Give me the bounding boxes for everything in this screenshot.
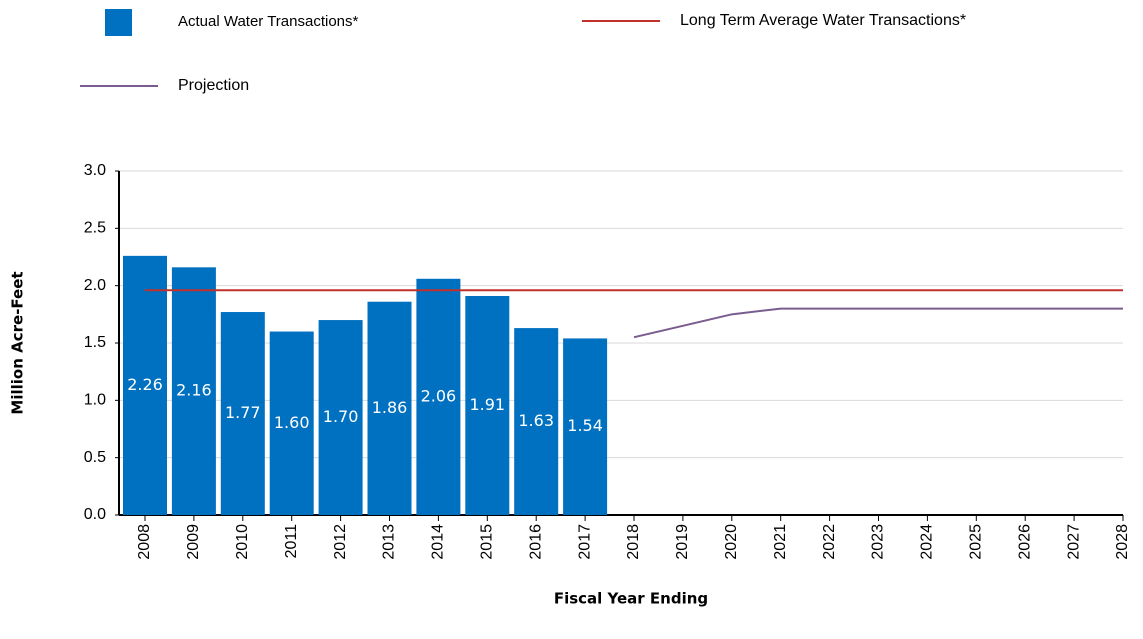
x-tick-label: 2024 xyxy=(919,524,936,560)
bar xyxy=(269,331,314,515)
y-tick-label: 1.0 xyxy=(84,392,106,409)
x-tick-label: 2027 xyxy=(1065,524,1082,560)
legend-label: Projection xyxy=(178,77,249,94)
line xyxy=(633,307,1123,339)
x-tick-label: 2018 xyxy=(625,524,642,560)
value-label: 2.26 xyxy=(127,375,163,394)
value-label: 1.54 xyxy=(567,416,603,435)
value-label: 1.86 xyxy=(372,398,408,417)
x-tick-label: 2012 xyxy=(332,524,349,560)
bar xyxy=(367,301,412,515)
value-label: 2.06 xyxy=(421,386,457,405)
value-label: 2.16 xyxy=(176,381,212,400)
x-axis-title: Fiscal Year Ending xyxy=(554,590,708,608)
x-tick-label: 2023 xyxy=(870,524,887,560)
y-tick-label: 3.0 xyxy=(84,162,106,179)
x-tick-label: 2017 xyxy=(576,524,593,560)
value-label: 1.63 xyxy=(518,411,554,430)
x-tick-label: 2016 xyxy=(527,524,544,560)
x-tick-label: 2025 xyxy=(968,524,985,560)
value-label: 1.70 xyxy=(323,407,359,426)
x-tick-label: 2009 xyxy=(185,524,202,560)
bar xyxy=(514,328,559,515)
x-tick-label: 2011 xyxy=(283,524,300,559)
bar xyxy=(563,338,608,515)
x-tick-label: 2019 xyxy=(674,524,691,560)
x-tick-label: 2021 xyxy=(772,524,789,560)
legend-swatch xyxy=(105,9,132,36)
bar xyxy=(171,267,216,515)
x-tick-label: 2014 xyxy=(430,524,447,560)
legend-label: Long Term Average Water Transactions* xyxy=(680,12,966,29)
bar xyxy=(220,312,265,515)
x-tick-label: 2010 xyxy=(234,524,251,560)
bar xyxy=(465,295,510,515)
bar xyxy=(416,278,461,515)
y-tick-label: 2.0 xyxy=(84,277,106,294)
y-tick-label: 1.5 xyxy=(84,334,106,351)
y-axis-title: Million Acre-Feet xyxy=(9,271,27,414)
legend-label: Actual Water Transactions* xyxy=(178,13,359,30)
value-label: 1.91 xyxy=(469,395,505,414)
bar xyxy=(123,255,167,515)
x-tick-label: 2013 xyxy=(381,524,398,560)
x-tick-label: 2015 xyxy=(479,524,496,560)
value-label: 1.77 xyxy=(225,403,261,422)
x-tick-label: 2022 xyxy=(821,524,838,560)
bar xyxy=(318,320,363,515)
x-tick-label: 2028 xyxy=(1114,524,1131,560)
x-tick-label: 2020 xyxy=(723,524,740,560)
x-tick-label: 2008 xyxy=(136,524,153,560)
x-tick-label: 2026 xyxy=(1016,524,1033,560)
y-tick-label: 0.5 xyxy=(84,449,106,466)
value-label: 1.60 xyxy=(274,413,310,432)
y-tick-label: 0.0 xyxy=(84,506,106,523)
y-tick-label: 2.5 xyxy=(84,220,106,237)
